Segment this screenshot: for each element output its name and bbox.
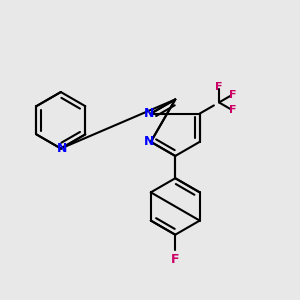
Text: F: F [229, 90, 236, 100]
Text: F: F [229, 105, 236, 115]
Text: F: F [171, 253, 179, 266]
Text: N: N [144, 135, 154, 148]
Text: N: N [57, 142, 68, 155]
Text: F: F [215, 82, 223, 92]
Text: N: N [144, 107, 154, 120]
